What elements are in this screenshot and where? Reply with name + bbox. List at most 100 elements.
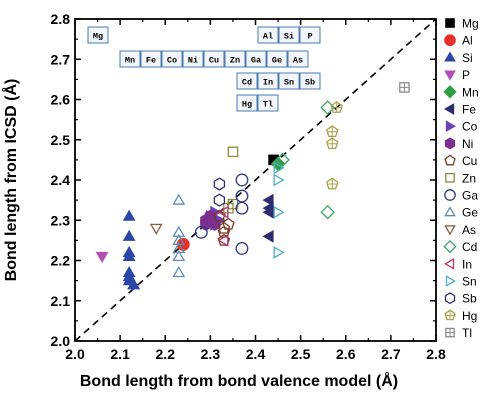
element-symbol: P bbox=[307, 32, 312, 42]
data-point-cd bbox=[275, 152, 290, 168]
element-symbol: Tl bbox=[263, 100, 273, 110]
x-tick-label: 2.7 bbox=[381, 346, 401, 362]
data-point-sn bbox=[273, 246, 285, 259]
data-point-ge bbox=[172, 249, 186, 262]
legend-label: Ge bbox=[462, 206, 478, 220]
reference-line-y-equals-x bbox=[74, 18, 437, 342]
data-point-si bbox=[122, 229, 136, 241]
element-symbol: Sn bbox=[284, 78, 294, 88]
data-point-zn bbox=[227, 146, 239, 158]
data-point-ga bbox=[235, 201, 249, 215]
y-axis-title: Bond length from ICSD (Å) bbox=[1, 79, 20, 282]
element-box-zn: Zn bbox=[224, 50, 246, 68]
data-point-ga bbox=[194, 225, 208, 239]
legend-marker-zn bbox=[445, 172, 455, 183]
data-point-fe bbox=[262, 205, 274, 219]
legend-marker-ni bbox=[444, 137, 456, 150]
data-point-si bbox=[127, 278, 141, 290]
legend-label: Cu bbox=[462, 154, 477, 168]
y-tick-label: 2.6 bbox=[51, 92, 71, 108]
y-tick-label: 2.0 bbox=[51, 333, 71, 349]
data-point-cu bbox=[222, 217, 235, 230]
legend-item-al: Al bbox=[444, 34, 473, 48]
data-point-si bbox=[122, 249, 136, 262]
legend-item-p: P bbox=[444, 68, 470, 82]
legend-marker-sb bbox=[444, 292, 456, 305]
legend-marker-in bbox=[444, 257, 455, 270]
legend-label: Zn bbox=[462, 171, 476, 185]
data-point-sb bbox=[213, 177, 226, 191]
x-tick-label: 2.5 bbox=[291, 346, 311, 362]
element-box-mg: Mg bbox=[87, 26, 109, 44]
element-box-al: Al bbox=[257, 26, 279, 44]
y-tick-label: 2.8 bbox=[51, 11, 71, 27]
legend-label: Tl bbox=[462, 326, 472, 340]
data-point-hg bbox=[325, 125, 339, 138]
data-point-hg bbox=[325, 137, 339, 150]
legend-marker-cu bbox=[444, 154, 456, 166]
legend-item-mn: Mn bbox=[443, 85, 479, 99]
y-tick-label: 2.1 bbox=[51, 293, 71, 309]
data-point-hg bbox=[325, 177, 339, 190]
legend-label: Hg bbox=[462, 309, 477, 323]
y-tick-label: 2.2 bbox=[51, 253, 71, 269]
data-point-sn bbox=[273, 161, 285, 175]
element-box-co: Co bbox=[161, 50, 183, 68]
element-symbol: Mn bbox=[125, 56, 135, 66]
data-point-ga bbox=[235, 241, 249, 255]
legend-item-fe: Fe bbox=[444, 103, 476, 117]
data-point-in bbox=[217, 205, 229, 219]
element-box-in: In bbox=[257, 72, 279, 90]
element-symbol: Al bbox=[263, 32, 273, 42]
legend-item-cu: Cu bbox=[444, 154, 477, 168]
legend-item-zn: Zn bbox=[445, 171, 476, 185]
data-point-hg bbox=[330, 100, 344, 113]
element-box-ga: Ga bbox=[245, 50, 267, 68]
legend-label: Sn bbox=[462, 275, 477, 289]
y-tick-label: 2.4 bbox=[51, 172, 71, 188]
legend-item-hg: Hg bbox=[444, 309, 477, 323]
element-symbol: Sb bbox=[305, 78, 315, 88]
data-point-p bbox=[95, 251, 109, 263]
data-point-in bbox=[217, 233, 229, 247]
data-point-si bbox=[122, 209, 136, 221]
data-point-cu bbox=[217, 233, 231, 246]
legend-label: Sb bbox=[462, 292, 477, 306]
element-symbol: As bbox=[293, 56, 303, 66]
axes: 2.0 2.1 2.2 2.3 2.4 2.5 2.6 2.7 2.8 2.0 2.1 2.2 2.3 2… bbox=[51, 11, 446, 362]
legend-label: Mg bbox=[462, 17, 479, 31]
data-point-fe bbox=[262, 193, 274, 207]
element-box-mn: Mn bbox=[119, 50, 141, 68]
legend-item-tl: Tl bbox=[445, 326, 472, 340]
legend-marker-ga bbox=[444, 189, 456, 201]
data-point-ga bbox=[235, 173, 249, 187]
element-symbol: Ga bbox=[251, 56, 261, 66]
legend-marker-tl bbox=[445, 327, 455, 338]
legend-marker-al bbox=[444, 34, 456, 47]
legend-label: Al bbox=[462, 34, 473, 48]
legend-marker-mn bbox=[443, 85, 457, 99]
data-point-sn bbox=[273, 205, 285, 219]
element-box-tl: Tl bbox=[257, 94, 279, 112]
data-point-fe bbox=[262, 229, 274, 243]
legend-item-ni: Ni bbox=[444, 137, 473, 151]
legend: Mg Al Si P Mn Fe Co Ni Cu Zn Ga Ge As Cd In Sn Sb Hg Tl bbox=[443, 17, 479, 340]
legend-marker-fe bbox=[444, 103, 455, 115]
data-point-sn bbox=[273, 173, 285, 187]
legend-label: Ga bbox=[462, 189, 478, 203]
x-tick-label: 2.3 bbox=[201, 346, 221, 362]
data-point-tl bbox=[399, 82, 410, 93]
element-box-as: As bbox=[287, 50, 309, 68]
element-box-cd: Cd bbox=[236, 72, 258, 90]
periodic-table-inset: Mg Al Si P Mn Fe Co Ni Cu Zn Ga Ge As Cd In Sn Sb Hg Tl bbox=[87, 26, 321, 112]
legend-label: As bbox=[462, 223, 476, 237]
element-symbol: Hg bbox=[242, 100, 252, 110]
data-point-as bbox=[149, 223, 163, 235]
element-box-sb: Sb bbox=[299, 72, 321, 90]
element-box-fe: Fe bbox=[140, 50, 162, 68]
legend-label: Si bbox=[462, 51, 473, 65]
element-symbol: Mg bbox=[93, 32, 103, 42]
legend-item-sb: Sb bbox=[444, 292, 477, 306]
legend-item-in: In bbox=[444, 257, 472, 271]
